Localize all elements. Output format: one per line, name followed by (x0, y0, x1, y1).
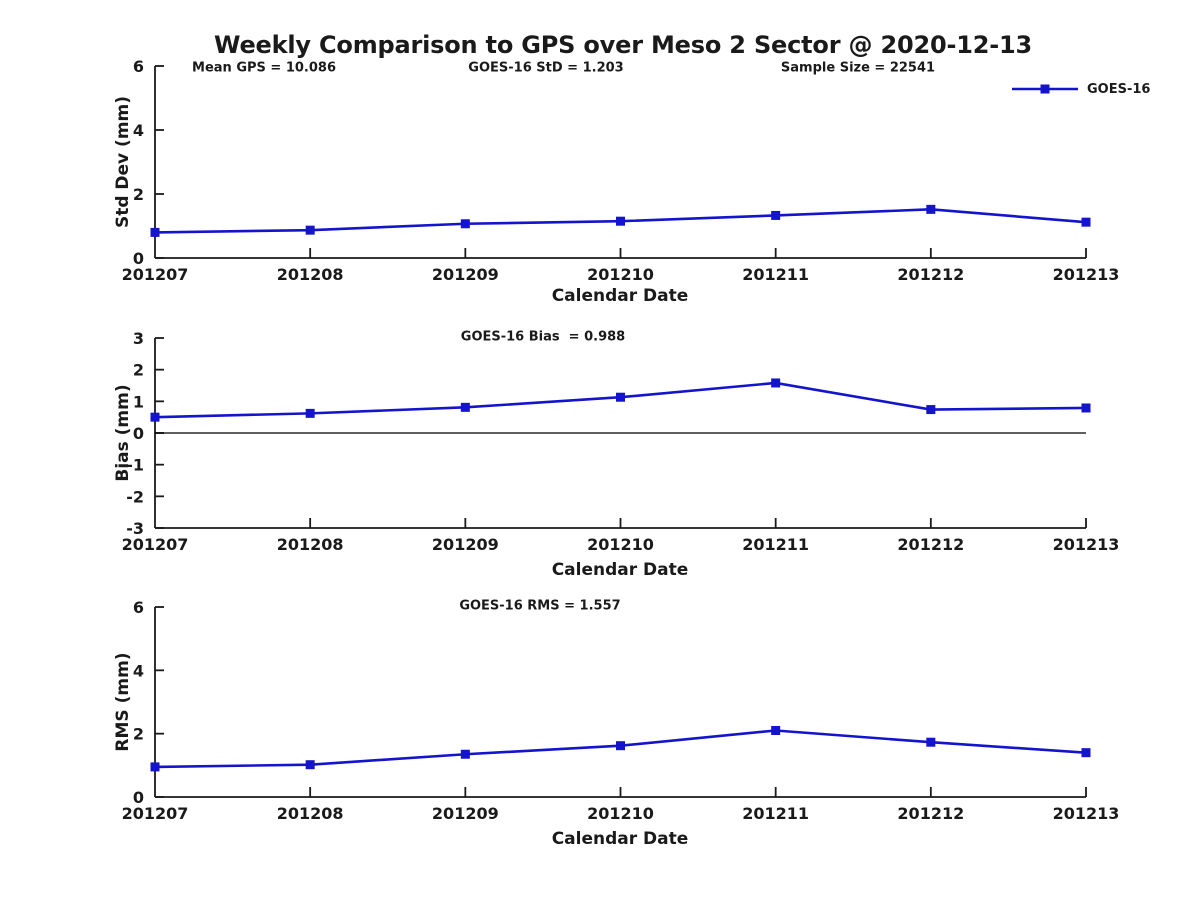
x-tick-label: 201207 (122, 804, 189, 823)
annotation-goes16-std: GOES-16 StD = 1.203 (468, 60, 624, 76)
xlabel-rms: Calendar Date (551, 829, 689, 849)
y-tick-label: 4 (133, 121, 144, 140)
x-tick-label: 201208 (277, 535, 344, 554)
y-tick-label: 2 (133, 185, 144, 204)
xlabel-bias: Calendar Date (551, 560, 689, 580)
xlabel-stddev: Calendar Date (551, 286, 689, 306)
figure-title: Weekly Comparison to GPS over Meso 2 Sec… (214, 31, 1032, 59)
data-marker (460, 219, 470, 229)
x-tick-label: 201213 (1053, 804, 1120, 823)
y-tick-label: 0 (133, 249, 144, 268)
y-tick-label: 3 (133, 329, 144, 348)
y-tick-label: -3 (126, 519, 144, 538)
annotation-goes16-bias: GOES-16 Bias = 0.988 (460, 329, 626, 345)
data-marker (150, 412, 160, 422)
x-tick-label: 201211 (742, 265, 809, 284)
x-tick-label: 201212 (897, 535, 964, 554)
annotation-sample-size: Sample Size = 22541 (780, 60, 936, 76)
data-marker (926, 405, 936, 415)
legend-line-icon (1012, 84, 1078, 94)
data-marker (771, 378, 781, 388)
x-tick-label: 201213 (1053, 265, 1120, 284)
x-tick-label: 201209 (432, 804, 499, 823)
data-marker (1081, 748, 1091, 758)
y-tick-label: 1 (133, 392, 144, 411)
x-tick-label: 201212 (897, 804, 964, 823)
y-tick-label: 0 (133, 424, 144, 443)
y-tick-label: 2 (133, 725, 144, 744)
data-marker (771, 726, 781, 735)
y-tick-label: 6 (133, 598, 144, 617)
y-tick-label: 0 (133, 788, 144, 807)
legend-label: GOES-16 (1087, 81, 1151, 97)
x-tick-label: 201208 (277, 804, 344, 823)
legend-sample-marker (1040, 84, 1050, 94)
ylabel-stddev: Std Dev (mm) (113, 95, 133, 229)
data-marker (1081, 217, 1091, 227)
x-tick-label: 201210 (587, 804, 654, 823)
ylabel-rms: RMS (mm) (113, 652, 133, 752)
y-tick-label: -1 (126, 456, 144, 475)
annotation-mean-gps: Mean GPS = 10.086 (192, 60, 336, 76)
legend: GOES-16 (1011, 81, 1150, 97)
data-marker (305, 225, 315, 235)
data-marker (150, 227, 160, 237)
x-tick-label: 201209 (432, 265, 499, 284)
x-tick-label: 201209 (432, 535, 499, 554)
x-tick-label: 201212 (897, 265, 964, 284)
data-marker (305, 760, 315, 770)
x-tick-label: 201207 (122, 265, 189, 284)
data-marker (926, 737, 936, 747)
data-marker (616, 392, 625, 402)
y-tick-label: 2 (133, 361, 144, 380)
data-marker (616, 741, 625, 751)
data-marker (771, 210, 781, 220)
x-tick-label: 201211 (742, 804, 809, 823)
annotation-goes16-rms: GOES-16 RMS = 1.557 (459, 598, 621, 614)
x-tick-label: 201207 (122, 535, 189, 554)
ylabel-bias: Bias (mm) (113, 384, 133, 482)
x-tick-label: 201211 (742, 535, 809, 554)
subplot-0: 0 2 4 6 201207 201208 201209 201210 201211 201212… (122, 57, 1120, 284)
y-tick-label: -2 (126, 487, 144, 506)
x-tick-label: 201210 (587, 265, 654, 284)
data-marker (616, 216, 625, 226)
data-marker (1081, 403, 1091, 413)
x-tick-label: 201213 (1053, 535, 1120, 554)
y-tick-label: 6 (133, 57, 144, 76)
data-marker (305, 408, 315, 418)
y-tick-label: 4 (133, 661, 144, 680)
x-tick-label: 201208 (277, 265, 344, 284)
data-marker (460, 402, 470, 412)
data-marker (150, 762, 160, 772)
x-tick-label: 201210 (587, 535, 654, 554)
subplot-2: 0 2 4 6 201207 201208 201209 201210 201211 201212… (122, 598, 1120, 823)
data-marker (926, 204, 936, 214)
data-marker (460, 749, 470, 759)
